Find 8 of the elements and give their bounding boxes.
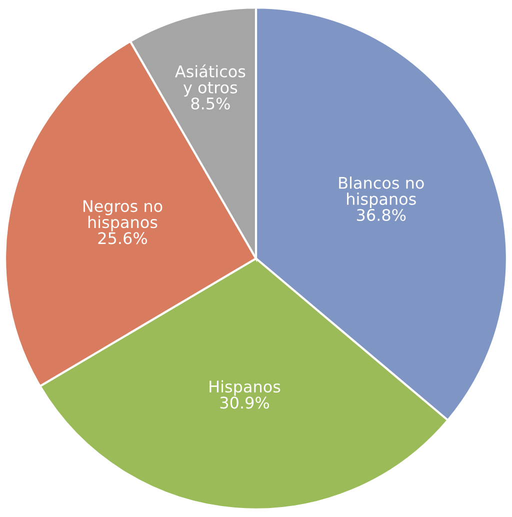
slice-label: Blancos no hispanos — [339, 176, 424, 208]
data-label: 8.5% — [191, 97, 230, 110]
data-label: 25.6% — [98, 232, 147, 244]
data-label: 36.8% — [357, 208, 406, 222]
data-label: 30.9% — [220, 396, 269, 409]
slice-label: Negros no hispanos — [83, 200, 162, 232]
slice-label: Hispanos — [210, 380, 280, 396]
slice-label: Asiáticos y otros — [175, 64, 246, 97]
